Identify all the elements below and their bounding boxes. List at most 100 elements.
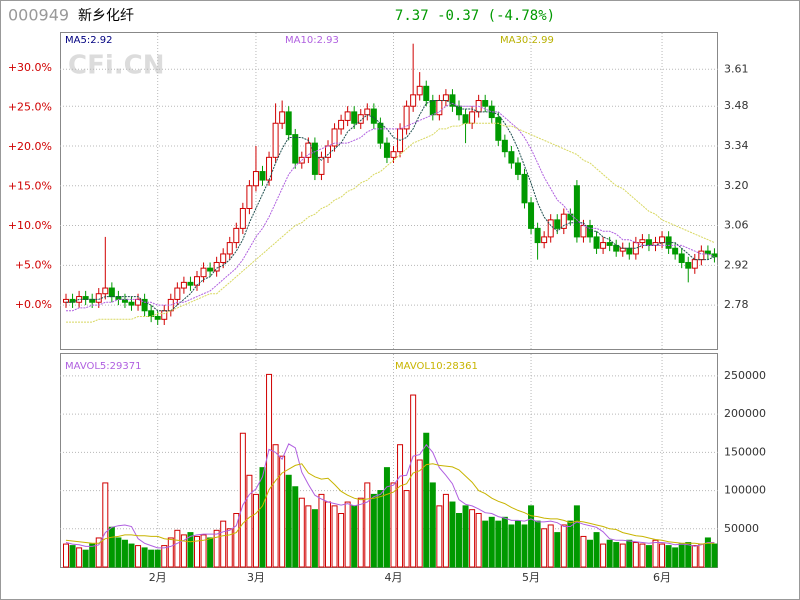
candle-body [351, 111, 358, 124]
candle-body [528, 202, 535, 229]
volume-bar [128, 543, 135, 568]
volume-bar [672, 547, 679, 568]
volume-bar [495, 520, 502, 568]
candle-body [357, 114, 364, 124]
candle-body [678, 253, 685, 263]
volume-bar [252, 493, 259, 568]
volume-bar [639, 543, 646, 568]
volume-bar [403, 490, 410, 568]
candle-body [141, 298, 148, 312]
tick-label: 2.78 [724, 298, 749, 311]
volume-bar [613, 542, 620, 568]
candle-body [560, 213, 567, 229]
candle-body [128, 301, 135, 306]
x-tick-label: 2月 [149, 571, 167, 584]
volume-bar [547, 524, 554, 568]
candle-body [370, 108, 377, 124]
candle-body [364, 108, 371, 116]
y2-tick-label: +25.0% [8, 101, 52, 114]
candle-body [259, 171, 266, 181]
volume-bar [600, 543, 607, 568]
volume-bar [344, 501, 351, 568]
candle-body [239, 207, 246, 229]
candle-body [462, 114, 469, 124]
candle-body [95, 293, 102, 303]
legend-entry: MA5:2.92 [65, 35, 112, 46]
candle-body [174, 287, 181, 300]
volume-bar [187, 532, 194, 568]
candle-body [135, 298, 142, 306]
candle-body [573, 185, 580, 238]
volume-bar [89, 543, 96, 568]
candle-body [226, 242, 233, 255]
volume-bar [514, 520, 521, 568]
candle-body [292, 134, 299, 164]
volume-bar [174, 529, 181, 568]
tick-label: 3.20 [724, 179, 749, 192]
candle-body [338, 119, 345, 130]
candle-body [161, 310, 168, 320]
candle-body [220, 253, 227, 263]
volume-panel [60, 353, 718, 568]
volume-bar [534, 520, 541, 568]
candle-body [567, 213, 574, 221]
volume-bar [462, 505, 469, 568]
volume-bar [501, 516, 508, 568]
volume-bar [698, 543, 705, 568]
candle-body [377, 122, 384, 144]
candle-body [639, 239, 646, 244]
volume-bar [207, 537, 214, 568]
candle-body [410, 94, 417, 107]
candle-body [659, 236, 666, 244]
volume-bar [508, 524, 515, 568]
volume-bar [154, 549, 161, 568]
candle-body [698, 250, 705, 261]
volume-bar [423, 432, 430, 568]
tick-label: 250000 [724, 369, 766, 382]
volume-bar [298, 497, 305, 568]
x-tick-label: 5月 [522, 571, 540, 584]
candle-body [534, 227, 541, 244]
y2-tick-label: +0.0% [15, 298, 52, 311]
x-tick-label: 6月 [653, 571, 671, 584]
candle-body [187, 281, 194, 286]
volume-bar [397, 444, 404, 568]
candle-body [194, 276, 200, 286]
candle-body [311, 142, 318, 175]
volume-bar [606, 539, 613, 568]
candle-body [541, 236, 548, 244]
volume-bar [685, 542, 692, 568]
price-panel [60, 32, 718, 350]
volume-bar [573, 505, 580, 568]
candle-body [285, 111, 292, 136]
volume-bar [416, 459, 423, 568]
tick-label: 3.61 [724, 62, 749, 75]
candle-body [272, 122, 279, 158]
volume-bar [311, 509, 318, 568]
volume-bar [704, 537, 711, 568]
volume-bar [442, 493, 449, 568]
candle-body [495, 117, 502, 141]
volume-bar [351, 505, 358, 568]
volume-ma-line [65, 443, 715, 549]
volume-bar [357, 497, 364, 568]
volume-bar [626, 539, 633, 568]
volume-bar [220, 520, 227, 568]
candle-body [580, 225, 587, 238]
candle-body [514, 162, 521, 175]
y2-tick-label: +30.0% [8, 61, 52, 74]
volume-bar [482, 520, 489, 568]
legend-entry: MA10:2.93 [285, 35, 339, 46]
candle-body [685, 261, 692, 269]
candle-body [390, 151, 397, 158]
watermark: CFi.CN [68, 51, 164, 81]
quote: 7.37 -0.37 (-4.78%) [395, 8, 555, 24]
volume-bar [121, 539, 128, 568]
volume-bar [325, 501, 331, 568]
candle-body [672, 247, 679, 255]
candle-body [429, 100, 436, 116]
volume-bar [521, 524, 528, 568]
volume-bar [567, 520, 574, 568]
